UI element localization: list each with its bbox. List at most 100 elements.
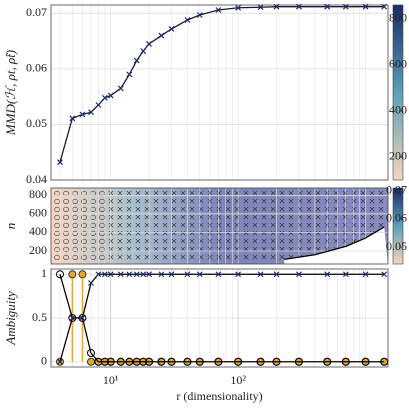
grid-marker: × [270,210,277,224]
point [257,4,264,11]
point [86,357,95,366]
grid-marker: × [297,194,304,208]
grid-marker: × [225,234,232,248]
grid-marker: × [153,218,160,232]
grid-marker: × [171,218,178,232]
point [196,271,203,278]
point [323,357,332,366]
y-tick-label: 0.07 [26,5,47,19]
grid-marker: × [333,218,340,232]
grid-marker: × [117,186,124,200]
grid-marker: × [306,186,313,200]
y-tick-label: 0.06 [26,61,47,75]
grid-marker: × [279,210,286,224]
grid-marker: × [297,242,304,256]
grid-marker: × [234,194,241,208]
point [107,271,114,278]
grid-marker: × [234,218,241,232]
grid-marker: × [153,202,160,216]
point [235,271,242,278]
grid-marker: × [117,242,124,256]
grid-marker: × [180,194,187,208]
point [117,85,124,92]
grid-marker: × [126,250,133,264]
grid-marker: × [243,234,250,248]
y-tick-label: 200 [29,243,47,257]
grid-marker: × [378,186,385,200]
grid-marker: × [135,186,142,200]
point [256,357,265,366]
point [381,3,388,10]
grid-marker: × [351,210,358,224]
point [296,3,302,10]
grid-marker: ○ [53,210,60,224]
grid-marker: × [234,202,241,216]
grid-marker: × [342,210,349,224]
grid-marker: × [333,194,340,208]
point [146,271,152,278]
grid-marker: × [135,202,142,216]
grid-marker: × [234,250,241,264]
series-line [59,6,385,163]
grid-marker: ○ [80,234,87,248]
grid-marker: × [288,234,295,248]
grid-marker: × [198,186,205,200]
point [55,270,64,279]
colorbar-tick-label: 0.07 [386,183,407,197]
point [133,271,140,278]
grid-marker: × [333,202,340,216]
x-tick-label: 10¹ [103,373,119,387]
grid-marker: ○ [98,194,105,208]
series-line [284,226,385,261]
grid-marker: × [252,210,259,224]
point [158,32,165,39]
point [272,357,281,366]
grid-marker: × [288,202,295,216]
grid-marker: × [126,186,133,200]
grid-marker: × [342,194,349,208]
grid-marker: × [360,218,367,232]
grid-marker: ○ [98,210,105,224]
grid-marker: × [279,218,286,232]
grid-marker: × [162,210,169,224]
point [57,159,63,166]
grid-marker: × [144,186,151,200]
grid-marker: × [144,218,151,232]
point [145,357,154,366]
grid-marker: × [351,234,358,248]
grid-marker: ○ [71,242,78,256]
grid-marker: × [162,242,169,256]
grid-marker: × [198,202,205,216]
grid-marker: × [270,194,277,208]
grid-marker: × [153,242,160,256]
point [380,357,389,366]
grid-marker: × [126,194,133,208]
grid-marker: × [135,234,142,248]
grid-marker: ○ [80,210,87,224]
point [79,315,86,321]
grid-marker: × [162,202,169,216]
grid-marker: × [279,194,286,208]
plot-frame [50,268,389,368]
grid-marker: × [189,202,196,216]
point [184,271,191,278]
grid-marker: × [243,218,250,232]
grid-marker: × [135,250,142,264]
grid-marker: × [162,234,169,248]
grid-marker: × [297,202,304,216]
grid-marker: × [180,242,187,256]
point [168,25,175,32]
point [69,315,76,321]
y-tick-label: 0 [41,354,47,368]
grid-marker: × [270,250,277,264]
grid-marker: × [252,218,259,232]
x-axis-label: r (dimensionality) [176,389,262,403]
point [88,280,94,286]
grid-marker: × [243,242,250,256]
point [86,349,95,357]
grid-marker: ○ [71,186,78,200]
grid-marker: × [153,194,160,208]
grid-marker: × [288,250,295,264]
grid-marker: ○ [62,210,69,224]
grid-marker: × [351,202,358,216]
